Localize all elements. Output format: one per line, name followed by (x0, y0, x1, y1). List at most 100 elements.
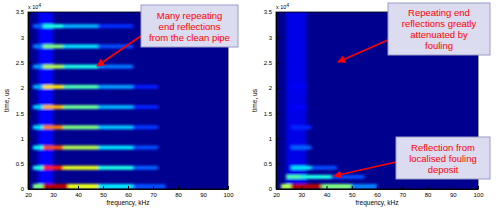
y-tick-label: 1.5 (264, 111, 273, 117)
x-tick-mark (301, 186, 302, 189)
heatmap-cell (43, 166, 63, 170)
x-tick-label: 60 (125, 192, 132, 198)
y-offset-text: x 104 (276, 3, 289, 11)
x-axis-title: frequency, kHz (356, 199, 399, 207)
annotation-text: deposit (428, 164, 459, 175)
x-axis-line (277, 189, 479, 190)
y-tick: 3 (269, 35, 279, 41)
annotation: Repeating endreflections greatlyattenuat… (338, 3, 490, 62)
heatmap-cell (68, 184, 98, 189)
x-tick: 100 (473, 186, 484, 198)
y-tick-mark (276, 138, 279, 139)
annotation-box (388, 3, 490, 55)
heatmap-cell (63, 166, 98, 170)
heatmap-cell (301, 175, 331, 179)
y-tick-mark (28, 12, 31, 13)
annotation-text: reflections greatly (402, 18, 477, 29)
x-tick: 50 (100, 186, 107, 198)
y-axis: 00.511.522.533.5 (16, 9, 31, 192)
y-axis-title: time, us (3, 88, 10, 112)
y-offset-exponent: 4 (38, 3, 41, 8)
x-tick-label: 80 (425, 192, 432, 198)
annotation-text: Repeating end (408, 7, 470, 18)
heatmap-cell (63, 44, 98, 48)
heatmap-cell (43, 65, 63, 69)
heatmap-cell (133, 166, 158, 170)
annotation-arrow (97, 36, 141, 66)
x-tick: 80 (425, 186, 432, 198)
heatmap-cell (43, 184, 68, 189)
y-axis-line (276, 13, 277, 190)
heatmap-cell (133, 105, 158, 109)
heatmap-cell (63, 146, 98, 150)
x-tick-label: 60 (374, 192, 381, 198)
x-tick-label: 70 (150, 192, 157, 198)
heatmap-cell (38, 12, 53, 189)
y-tick-label: 3 (269, 35, 273, 41)
y-tick-label: 1 (269, 136, 273, 142)
x-tick: 70 (150, 186, 157, 198)
heatmap-cell (43, 105, 63, 109)
x-tick-mark (203, 186, 204, 189)
y-tick-label: 1 (21, 136, 25, 142)
x-tick-mark (428, 186, 429, 189)
x-tick-label: 30 (50, 192, 57, 198)
heatmap-cell (98, 146, 133, 150)
x-tick: 100 (223, 186, 234, 198)
x-tick-mark (377, 186, 378, 189)
y-tick: 0.5 (16, 161, 31, 167)
heatmap-cell (291, 105, 306, 109)
y-tick-mark (276, 189, 279, 190)
x-axis: 2030405060708090100 (273, 186, 484, 198)
y-tick-label: 2 (269, 85, 273, 91)
annotation: Many repeatingend reflectionsfrom the cl… (97, 5, 238, 66)
heatmap-cell (33, 125, 43, 129)
annotation-box (396, 137, 490, 179)
heatmap-cell (291, 85, 306, 89)
plot-frame (276, 12, 478, 189)
heatmap-cell (133, 146, 158, 150)
x-tick-label: 90 (200, 192, 207, 198)
x-tick-mark (78, 186, 79, 189)
heatmap-cell (33, 44, 43, 48)
y-tick-mark (276, 63, 279, 64)
heatmap-cell (43, 24, 63, 28)
y-tick-mark (28, 189, 31, 190)
annotation-text: Many repeating (157, 10, 222, 21)
heatmap-cell (33, 166, 43, 170)
y-offset-base: x 10 (276, 4, 286, 10)
heatmap-cell (98, 105, 133, 109)
annotation-text: end reflections (159, 21, 221, 32)
plot-background (276, 12, 478, 189)
heatmap-cell (33, 65, 43, 69)
y-tick: 1 (269, 136, 279, 142)
y-tick-label: 0.5 (16, 161, 25, 167)
heatmap-cell (291, 184, 321, 189)
y-offset-base: x 10 (28, 4, 38, 10)
y-tick-mark (276, 113, 279, 114)
x-tick: 90 (450, 186, 457, 198)
heatmap-cell (291, 125, 311, 129)
heatmap-cell (98, 166, 133, 170)
y-tick-label: 0 (269, 186, 273, 192)
heatmap-cell (133, 125, 158, 129)
heatmap-cell (311, 166, 336, 170)
x-tick-mark (453, 186, 454, 189)
y-tick: 1.5 (264, 111, 279, 117)
y-tick-label: 3.5 (16, 9, 25, 15)
x-tick: 90 (200, 186, 207, 198)
x-tick-label: 90 (450, 192, 457, 198)
x-tick-mark (352, 186, 353, 189)
y-axis-line (28, 13, 29, 190)
heatmap-cell (286, 175, 301, 179)
x-tick-label: 70 (399, 192, 406, 198)
heatmap-cell (63, 125, 98, 129)
annotation-text: Reflection from (411, 142, 475, 153)
y-tick: 1.5 (16, 111, 31, 117)
annotation-text: fouling (425, 40, 453, 51)
annotation-arrow (334, 162, 396, 176)
x-axis: 2030405060708090100 (25, 186, 234, 198)
x-tick: 30 (50, 186, 57, 198)
x-tick-mark (53, 186, 54, 189)
heatmap-cell (98, 184, 133, 189)
